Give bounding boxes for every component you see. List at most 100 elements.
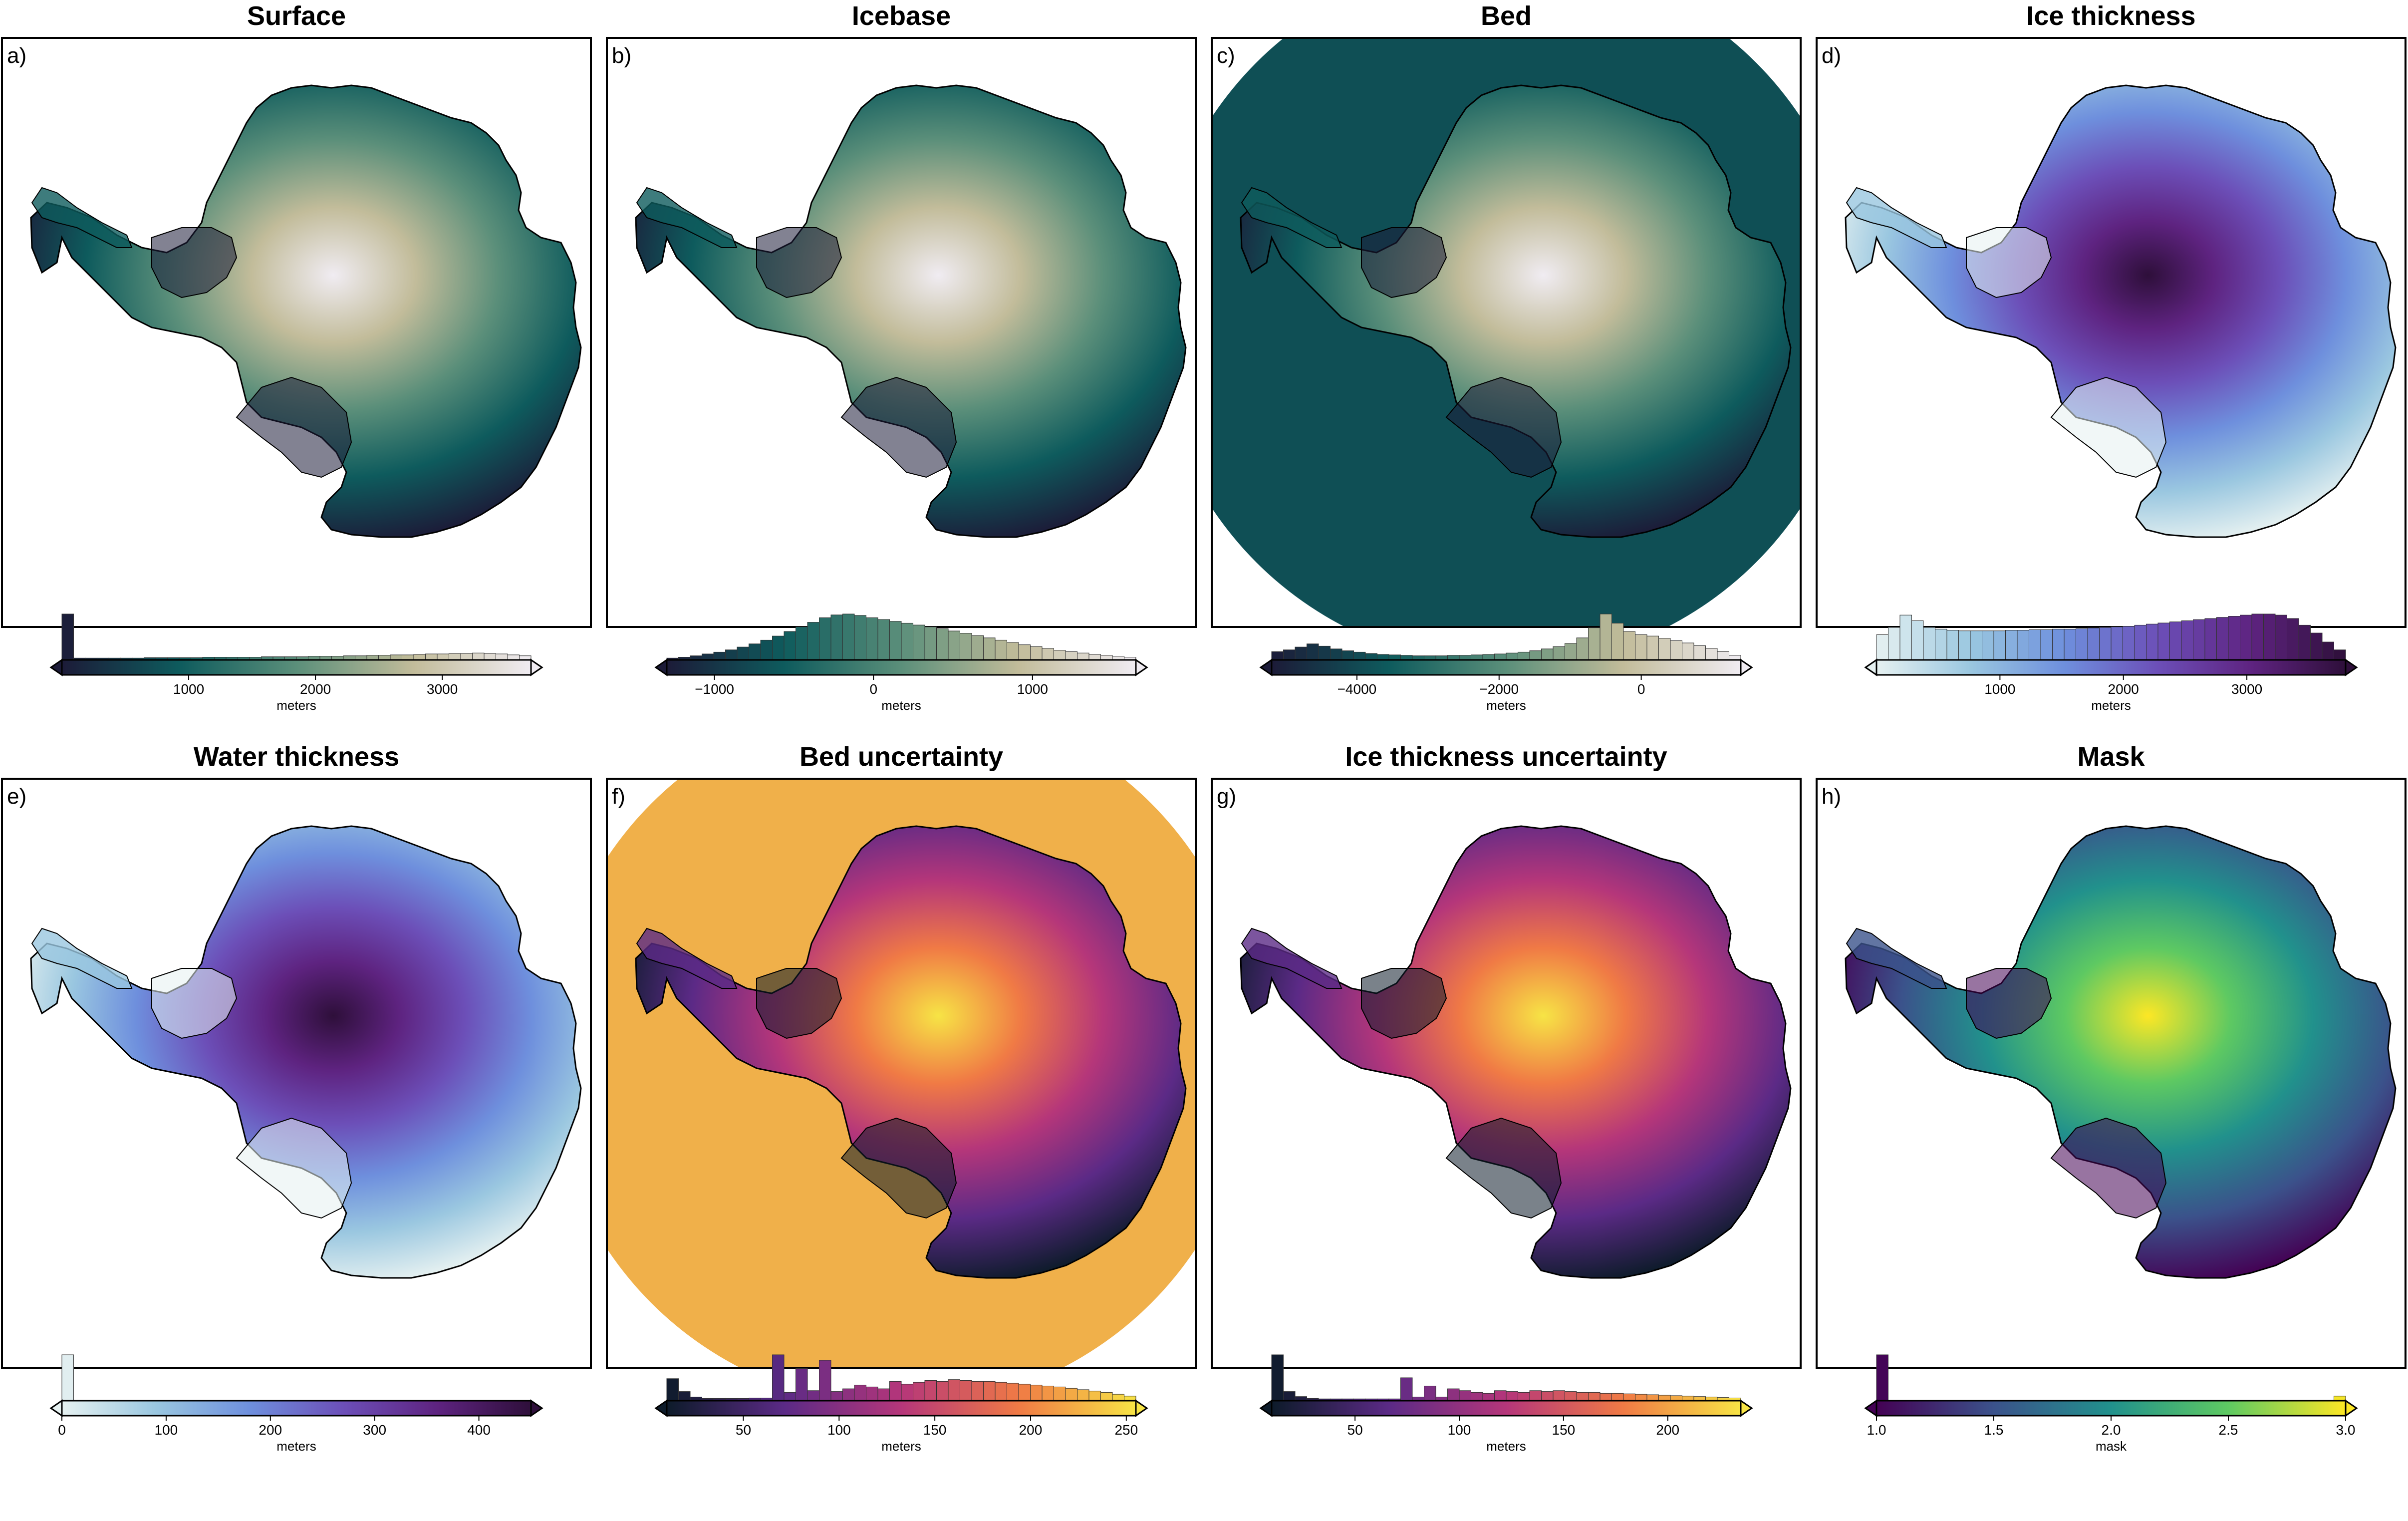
histogram-bar bbox=[1658, 1395, 1671, 1401]
map-frame bbox=[1, 37, 592, 628]
colorbar-tick-label: 1.5 bbox=[1984, 1422, 2004, 1438]
histogram-bar bbox=[425, 653, 438, 660]
histogram-bar bbox=[2193, 619, 2205, 660]
panel-label: h) bbox=[1822, 784, 1841, 809]
colorbar-bar bbox=[666, 659, 1137, 676]
histogram-bar bbox=[1088, 1391, 1101, 1401]
histogram-bar bbox=[413, 654, 426, 660]
histogram-bar bbox=[1935, 628, 1947, 660]
map-area bbox=[1240, 825, 1792, 1279]
colorbar-tick-label: −1000 bbox=[695, 681, 734, 697]
colorbar-tick-label: 1000 bbox=[1017, 681, 1048, 697]
histogram-bar bbox=[971, 1381, 984, 1401]
histogram-bar bbox=[1717, 651, 1729, 660]
colorbar-tick-label: −2000 bbox=[1479, 681, 1519, 697]
histogram-bar bbox=[472, 652, 485, 660]
histogram-bar bbox=[1353, 651, 1366, 660]
histogram-bar bbox=[1318, 645, 1331, 660]
colorbar-tick-label: 50 bbox=[736, 1422, 751, 1438]
histogram-bar bbox=[1518, 651, 1530, 660]
histogram-bar bbox=[1494, 1390, 1507, 1401]
panel-label: d) bbox=[1822, 43, 1841, 68]
histogram-bar bbox=[737, 646, 749, 660]
histogram-bar bbox=[1100, 1392, 1113, 1401]
histogram-bar bbox=[2052, 628, 2065, 660]
colorbar-label: meters bbox=[881, 1439, 921, 1454]
colorbar-tick-label: 2.5 bbox=[2219, 1422, 2238, 1438]
colorbar-extend-triangle bbox=[49, 1399, 63, 1417]
histogram-bar bbox=[1958, 630, 1971, 660]
colorbar-extend-triangle bbox=[1740, 658, 1753, 676]
histogram-bar bbox=[1646, 635, 1659, 660]
histogram-bar bbox=[1576, 637, 1589, 660]
histogram-bar bbox=[1611, 1393, 1624, 1401]
histogram-bar bbox=[1506, 1391, 1518, 1401]
histogram-bar bbox=[1682, 642, 1694, 660]
histogram-bar bbox=[1876, 1354, 1888, 1401]
histogram-bar bbox=[702, 653, 714, 660]
panel-title: Bed bbox=[1481, 1, 1532, 31]
colorbar-extend-triangle bbox=[1135, 1399, 1148, 1417]
histogram-bar bbox=[1341, 650, 1354, 660]
colorbar-label: meters bbox=[881, 698, 921, 713]
histogram-bar bbox=[460, 653, 473, 660]
histogram-bar bbox=[2040, 629, 2053, 660]
histogram-bar bbox=[901, 1384, 913, 1401]
histogram-bar bbox=[796, 1368, 808, 1401]
histogram-bar bbox=[2240, 614, 2252, 660]
histogram-bar bbox=[866, 1386, 878, 1401]
colorbar-label: meters bbox=[1486, 1439, 1526, 1454]
histogram-bar bbox=[1923, 627, 1935, 660]
histogram-bar bbox=[1670, 640, 1682, 660]
histogram-bar bbox=[1007, 642, 1019, 660]
colorbar-label: meters bbox=[2091, 698, 2131, 713]
panel-label: c) bbox=[1217, 43, 1235, 68]
histogram-bar bbox=[2310, 632, 2323, 660]
map-area bbox=[1212, 38, 1801, 627]
histogram-bar bbox=[1553, 1390, 1565, 1401]
histogram-bar bbox=[913, 1382, 925, 1401]
panel-label: g) bbox=[1217, 784, 1236, 809]
histogram-bar bbox=[2204, 618, 2217, 660]
histogram-bar bbox=[678, 1391, 691, 1401]
histogram-bar bbox=[971, 635, 984, 660]
histogram-bar bbox=[1658, 638, 1671, 660]
panel-title: Ice thickness uncertainty bbox=[1345, 742, 1667, 772]
histogram-bar bbox=[1065, 1388, 1077, 1401]
histogram-bar bbox=[1271, 1354, 1284, 1401]
histogram-bar bbox=[1042, 1386, 1054, 1401]
histogram-bar bbox=[1529, 650, 1542, 660]
colorbar-extend-triangle bbox=[1259, 1399, 1273, 1417]
histogram-bar bbox=[2123, 626, 2135, 660]
colorbar-tick-label: 300 bbox=[363, 1422, 386, 1438]
histogram-bar bbox=[2076, 628, 2088, 660]
colorbar: 1.0 1.5 2.0 2.5 3.0 mask bbox=[1864, 1354, 2358, 1454]
histogram-bar bbox=[1888, 627, 1900, 660]
histogram-bar bbox=[1377, 654, 1389, 660]
histogram-bar bbox=[2334, 649, 2346, 660]
map-area bbox=[1845, 825, 2397, 1279]
panel-title: Mask bbox=[2077, 742, 2145, 772]
panel-a: Surface a) 1000 2000 3000 meters bbox=[1, 1, 592, 713]
colorbar: 50 100 150 200 250 meters bbox=[654, 1354, 1148, 1454]
histogram-bar bbox=[1993, 630, 2006, 660]
histogram-bar bbox=[1054, 650, 1066, 660]
colorbar-tick-label: 3000 bbox=[427, 681, 458, 697]
histogram-bar bbox=[877, 619, 890, 660]
colorbar-tick-label: 200 bbox=[1656, 1422, 1679, 1438]
panel-label: a) bbox=[7, 43, 26, 68]
panel-h: Mask h) 1.0 1.5 2.0 2.5 3.0 mask bbox=[1816, 742, 2407, 1454]
histogram-bar bbox=[1077, 1389, 1089, 1401]
histogram-bar bbox=[2287, 618, 2299, 660]
histogram-bar bbox=[830, 614, 843, 660]
histogram-bar bbox=[960, 633, 972, 660]
colorbar: 1000 2000 3000 meters bbox=[1864, 613, 2358, 713]
panel-label: f) bbox=[612, 784, 625, 809]
colorbar-tick-label: 100 bbox=[827, 1422, 851, 1438]
panel-c: Bed c) −4000 −2000 0 meters bbox=[1211, 1, 1802, 713]
histogram-bar bbox=[1400, 1377, 1413, 1401]
histogram-bar bbox=[784, 1392, 796, 1401]
histogram-bar bbox=[1112, 1394, 1124, 1401]
colorbar-bar bbox=[1875, 1400, 2347, 1417]
